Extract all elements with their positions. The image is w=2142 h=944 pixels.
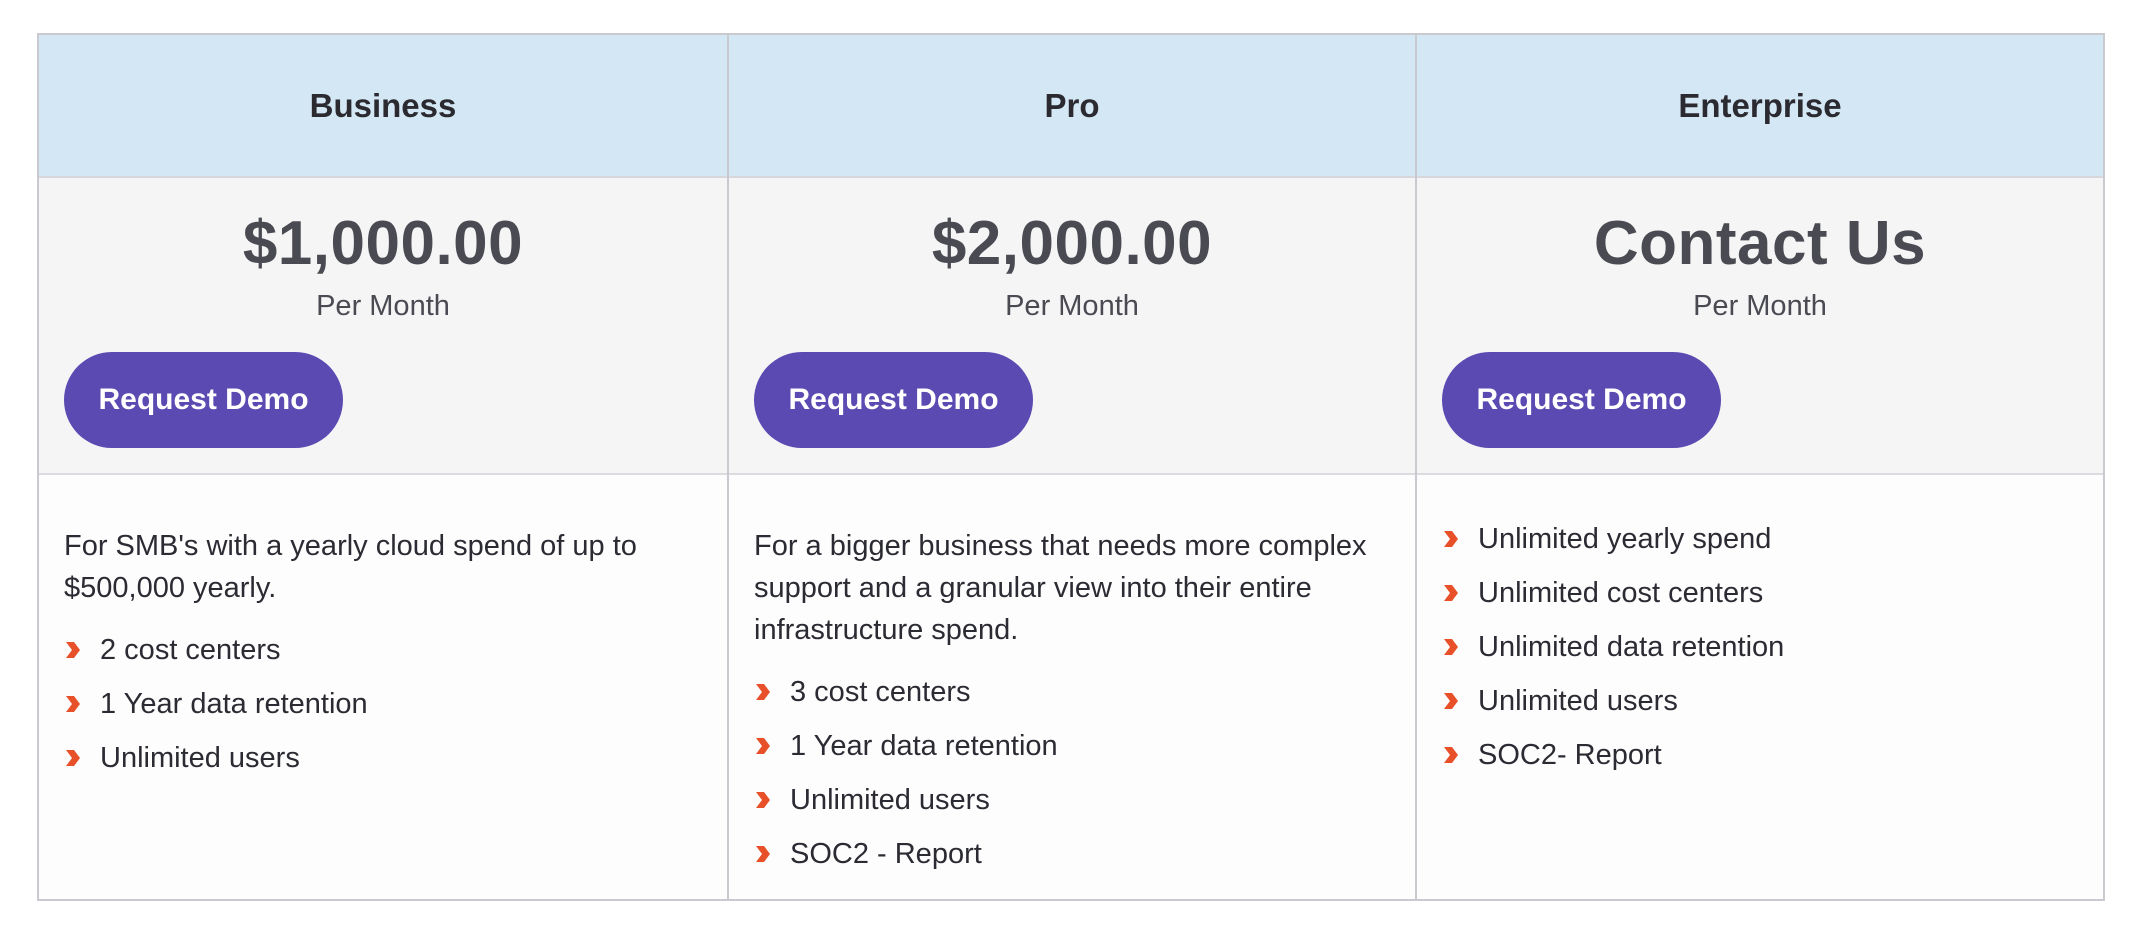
request-demo-button[interactable]: Request Demo — [754, 352, 1033, 448]
chevron-right-icon — [1444, 531, 1458, 547]
chevron-right-icon — [66, 642, 80, 658]
chevron-right-icon — [756, 738, 770, 754]
plan-price: $1,000.00 — [242, 209, 524, 278]
feature-label: Unlimited cost centers — [1478, 577, 1764, 609]
price-section: $2,000.00 Per Month Request Demo — [729, 178, 1415, 475]
plan-name: Business — [39, 35, 727, 178]
chevron-right-icon — [66, 696, 80, 712]
price-section: Contact Us Per Month Request Demo — [1417, 178, 2103, 475]
feature-label: Unlimited users — [1478, 685, 1678, 717]
feature-item: 1 Year data retention — [64, 677, 702, 731]
plan-details: Unlimited yearly spend Unlimited cost ce… — [1417, 475, 2103, 899]
chevron-right-icon — [756, 792, 770, 808]
feature-label: 2 cost centers — [100, 634, 281, 666]
feature-list: 3 cost centers 1 Year data retention Unl… — [754, 665, 1390, 881]
chevron-right-icon — [1444, 693, 1458, 709]
chevron-right-icon — [756, 684, 770, 700]
plan-description: For SMB's with a yearly cloud spend of u… — [64, 530, 637, 604]
feature-label: Unlimited users — [790, 784, 990, 816]
feature-item: Unlimited data retention — [1442, 620, 2078, 674]
feature-label: Unlimited users — [100, 742, 300, 774]
billing-period: Per Month — [1693, 290, 1827, 322]
feature-item: Unlimited users — [1442, 674, 2078, 728]
feature-label: SOC2- Report — [1478, 739, 1662, 771]
feature-item: Unlimited yearly spend — [1442, 512, 2078, 566]
feature-label: 1 Year data retention — [790, 730, 1058, 762]
feature-list: 2 cost centers 1 Year data retention Unl… — [64, 623, 702, 785]
feature-item: 2 cost centers — [64, 623, 702, 677]
billing-period: Per Month — [316, 290, 450, 322]
plan-name: Pro — [729, 35, 1415, 178]
request-demo-button[interactable]: Request Demo — [1442, 352, 1721, 448]
plan-pro: Pro $2,000.00 Per Month Request Demo For… — [727, 35, 1415, 899]
plan-enterprise: Enterprise Contact Us Per Month Request … — [1415, 35, 2103, 899]
feature-item: Unlimited users — [64, 731, 702, 785]
feature-item: SOC2- Report — [1442, 728, 2078, 782]
price-section: $1,000.00 Per Month Request Demo — [39, 178, 727, 475]
feature-label: 3 cost centers — [790, 676, 971, 708]
plan-name: Enterprise — [1417, 35, 2103, 178]
plan-price: Contact Us — [1593, 209, 1927, 278]
feature-item: SOC2 - Report — [754, 827, 1390, 881]
feature-list: Unlimited yearly spend Unlimited cost ce… — [1442, 512, 2078, 782]
request-demo-button[interactable]: Request Demo — [64, 352, 343, 448]
chevron-right-icon — [1444, 747, 1458, 763]
feature-item: 3 cost centers — [754, 665, 1390, 719]
chevron-right-icon — [1444, 585, 1458, 601]
feature-label: Unlimited data retention — [1478, 631, 1785, 663]
chevron-right-icon — [66, 750, 80, 766]
chevron-right-icon — [1444, 639, 1458, 655]
plan-details: For SMB's with a yearly cloud spend of u… — [39, 475, 727, 899]
feature-label: 1 Year data retention — [100, 688, 368, 720]
plan-details: For a bigger business that needs more co… — [729, 475, 1415, 899]
feature-label: SOC2 - Report — [790, 838, 982, 870]
plan-price: $2,000.00 — [931, 209, 1213, 278]
plan-business: Business $1,000.00 Per Month Request Dem… — [39, 35, 727, 899]
chevron-right-icon — [756, 846, 770, 862]
pricing-table: Business $1,000.00 Per Month Request Dem… — [37, 33, 2105, 901]
plan-description: For a bigger business that needs more co… — [754, 530, 1367, 646]
feature-item: 1 Year data retention — [754, 719, 1390, 773]
feature-item: Unlimited users — [754, 773, 1390, 827]
feature-item: Unlimited cost centers — [1442, 566, 2078, 620]
feature-label: Unlimited yearly spend — [1478, 523, 1772, 555]
billing-period: Per Month — [1005, 290, 1139, 322]
